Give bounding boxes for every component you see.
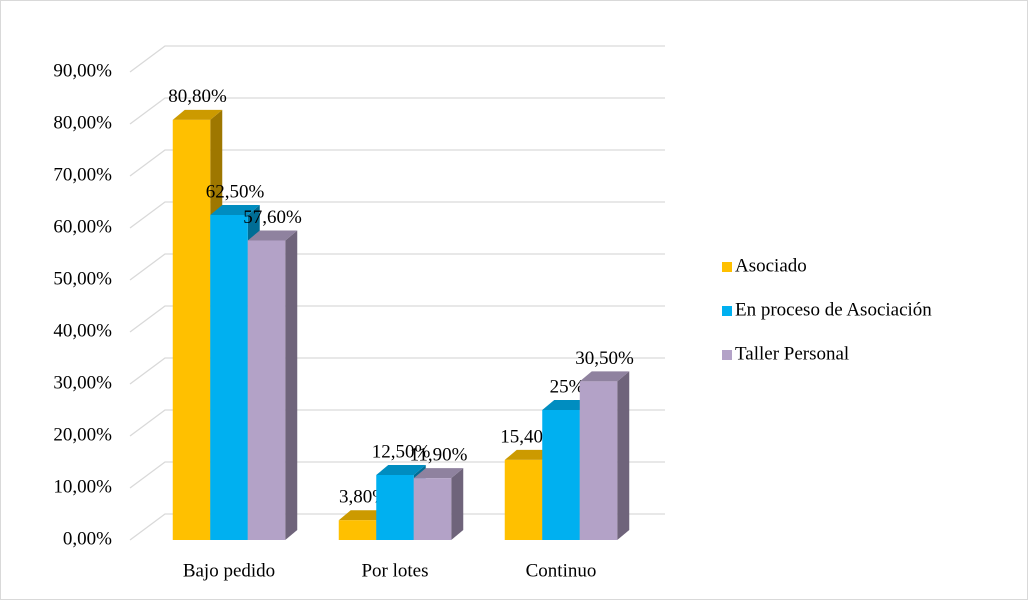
bar-top	[172, 109, 223, 120]
legend-label: Asociado	[735, 255, 807, 276]
bar-side	[451, 468, 464, 540]
bar-side	[617, 371, 630, 540]
bar-top	[579, 371, 630, 382]
x-tick-label: Bajo pedido	[183, 560, 275, 581]
grid-line	[129, 461, 665, 489]
grid-line	[129, 513, 665, 541]
grid-line	[129, 97, 665, 125]
data-label: 25%	[550, 376, 585, 397]
legend-swatch	[722, 306, 732, 316]
y-tick-label: 60,00%	[53, 216, 112, 237]
bar-top	[542, 400, 592, 410]
bar-front	[210, 215, 248, 540]
x-tick-label: Por lotes	[361, 560, 428, 581]
y-tick-label: 0,00%	[63, 528, 112, 549]
bar-top	[376, 465, 426, 475]
bar-front	[172, 119, 211, 540]
y-tick-label: 50,00%	[53, 268, 112, 289]
bar-front	[413, 478, 452, 540]
data-label: 62,50%	[206, 181, 265, 202]
legend-swatch	[722, 262, 732, 272]
bar	[247, 230, 298, 541]
bar	[413, 468, 464, 540]
bar-front	[542, 410, 580, 540]
grid-line	[129, 305, 665, 333]
grid-line	[129, 357, 665, 385]
y-tick-label: 80,00%	[53, 112, 112, 133]
bar-front	[504, 459, 543, 540]
legend-label: En proceso de Asociación	[735, 299, 932, 320]
x-tick-label: Continuo	[526, 560, 597, 581]
y-tick-label: 30,00%	[53, 372, 112, 393]
bar-front	[579, 381, 618, 540]
grid-line	[129, 409, 665, 437]
bar-top	[338, 510, 389, 521]
bar-top	[504, 449, 555, 460]
y-tick-label: 10,00%	[53, 476, 112, 497]
bar-front	[247, 240, 286, 541]
y-tick-label: 40,00%	[53, 320, 112, 341]
bar	[579, 371, 630, 540]
data-label: 11,90%	[410, 444, 468, 465]
legend-swatch	[722, 350, 732, 360]
bar-front	[338, 520, 377, 540]
data-label: 80,80%	[168, 86, 227, 107]
grid-line	[129, 149, 665, 177]
grid-line	[129, 253, 665, 281]
data-label: 57,60%	[243, 207, 302, 228]
bar-front	[376, 475, 414, 540]
grid-line	[129, 201, 665, 229]
legend-label: Taller Personal	[735, 343, 849, 364]
y-tick-label: 70,00%	[53, 164, 112, 185]
grid-line	[129, 45, 665, 73]
bar-top	[413, 468, 464, 479]
bar-top	[210, 205, 260, 215]
bar-side	[285, 230, 298, 541]
data-label: 30,50%	[575, 348, 634, 369]
y-tick-label: 90,00%	[53, 60, 112, 81]
data-label: 12,50%	[372, 441, 431, 462]
bar-top	[247, 230, 298, 241]
y-tick-label: 20,00%	[53, 424, 112, 445]
data-label: 3,80%	[339, 487, 388, 508]
